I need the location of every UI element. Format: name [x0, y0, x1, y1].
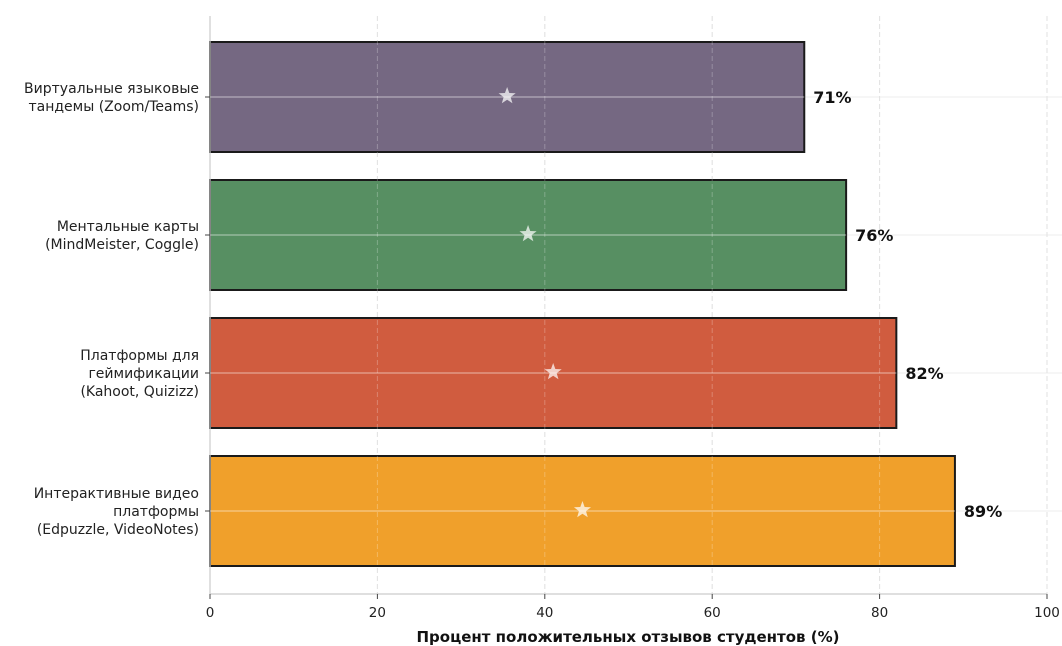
bar-value-label: 76%: [855, 226, 893, 245]
bar-value-label: 71%: [813, 88, 851, 107]
x-tick-label: 100: [1034, 605, 1060, 621]
bar: [209, 41, 806, 153]
bar-value-label: 89%: [964, 502, 1002, 521]
y-tick-label: Платформы для геймификации (Kahoot, Quiziz…: [80, 348, 199, 400]
x-tick-label: 80: [871, 605, 888, 621]
x-axis-title: Процент положительных отзывов студентов …: [417, 628, 840, 646]
bar-value-label: 82%: [905, 364, 943, 383]
star-marker: [498, 87, 516, 104]
y-tick-label: Виртуальные языковые тандемы (Zoom/Teams): [24, 81, 199, 115]
x-tick-label: 20: [369, 605, 386, 621]
star-marker: [573, 501, 592, 518]
bars: [209, 16, 1048, 594]
x-tick-label: 0: [206, 605, 215, 621]
y-tick-label: Ментальные карты (MindMeister, Coggle): [45, 219, 199, 253]
star-marker: [544, 363, 562, 380]
x-tick-label: 40: [536, 605, 553, 621]
labels: 0 20 40 60 80 100 Виртуальные языковые тандемы …: [24, 81, 1060, 621]
star-marker: [519, 225, 537, 242]
y-tick-label: Интерактивные видео платформы (Edpuzzle, V…: [34, 486, 199, 538]
x-tick-label: 60: [704, 605, 721, 621]
axes: [205, 16, 1048, 599]
